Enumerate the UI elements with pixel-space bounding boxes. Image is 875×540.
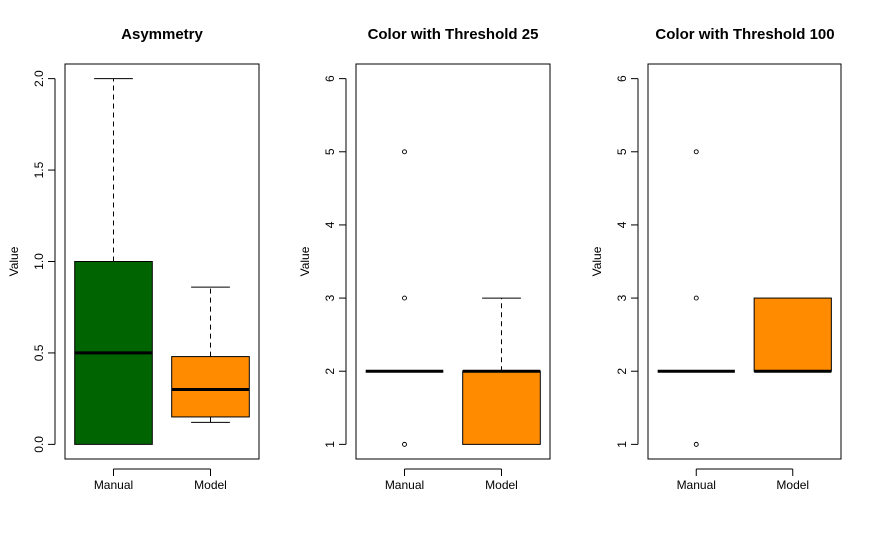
y-axis-label: Value — [298, 246, 312, 276]
box-model — [753, 297, 832, 372]
y-tick-label: 2 — [615, 368, 629, 375]
y-axis-label: Value — [7, 246, 21, 276]
y-tick-label: 6 — [323, 75, 337, 82]
outlier-point — [693, 295, 699, 301]
outlier-point — [402, 441, 407, 447]
y-tick-label: 3 — [615, 294, 629, 301]
y-tick-label: 2 — [323, 368, 337, 375]
plot-frame — [647, 63, 842, 460]
plot-frame — [355, 63, 551, 460]
y-tick-label: 6 — [615, 75, 629, 82]
x-tick-label: Manual — [385, 478, 424, 492]
outlier-point — [402, 149, 407, 155]
y-tick-label: 2.0 — [32, 70, 46, 87]
x-tick-label: Model — [776, 478, 809, 492]
x-tick-label: Manual — [677, 478, 716, 492]
y-tick-label: 5 — [323, 148, 337, 155]
y-tick-label: 0.5 — [32, 344, 46, 361]
y-tick-label: 3 — [323, 294, 337, 301]
y-tick-label: 0.0 — [32, 436, 46, 453]
box-model — [171, 356, 250, 418]
plot-frame — [64, 63, 260, 460]
y-axis-label: Value — [590, 246, 604, 276]
chart-title: Asymmetry — [121, 26, 203, 43]
box-model — [462, 370, 541, 445]
outlier-point — [693, 149, 699, 155]
y-tick-label: 5 — [615, 148, 629, 155]
y-tick-label: 4 — [615, 221, 629, 228]
chart-title: Color with Threshold 100 — [655, 26, 834, 43]
y-tick-label: 1 — [323, 441, 337, 448]
y-tick-label: 1 — [615, 441, 629, 448]
x-tick-label: Model — [194, 478, 227, 492]
chart-title: Color with Threshold 25 — [368, 26, 539, 43]
outlier-point — [402, 295, 407, 301]
y-tick-label: 1.5 — [32, 161, 46, 178]
outlier-point — [693, 441, 699, 447]
x-tick-label: Model — [485, 478, 518, 492]
y-tick-label: 1.0 — [32, 253, 46, 270]
y-tick-label: 4 — [323, 221, 337, 228]
x-tick-label: Manual — [94, 478, 133, 492]
